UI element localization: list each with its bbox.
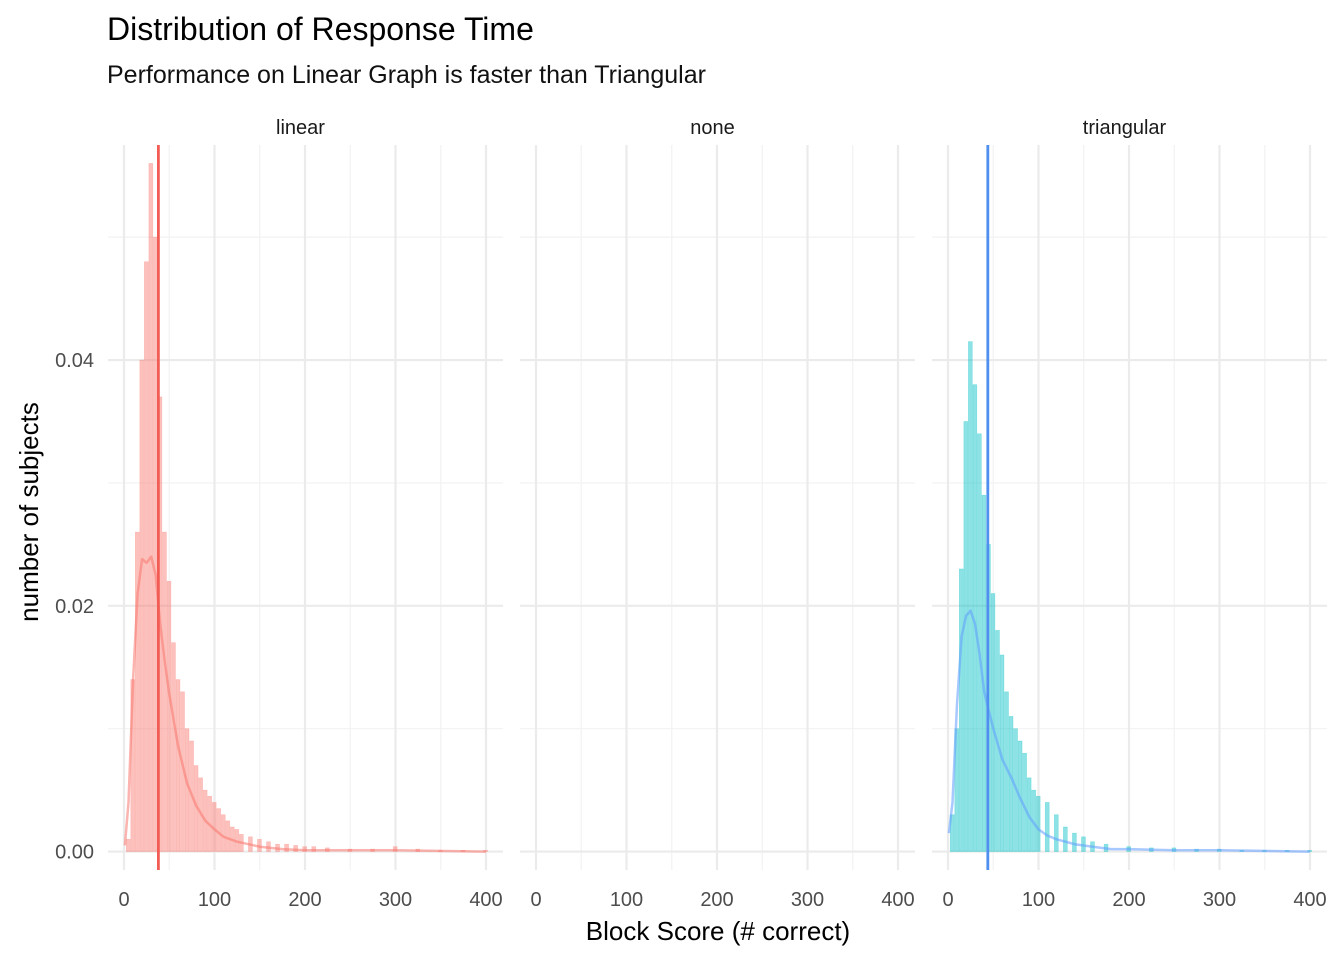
histogram-bar bbox=[963, 421, 969, 852]
histogram-bar bbox=[175, 679, 181, 852]
histogram-bar bbox=[148, 163, 154, 852]
x-tick-label: 400 bbox=[469, 889, 502, 911]
histogram-bar bbox=[125, 838, 131, 852]
facet-label-triangular: triangular bbox=[1083, 117, 1167, 139]
x-tick-label: 100 bbox=[1022, 889, 1055, 911]
x-tick-label: 200 bbox=[288, 889, 321, 911]
x-tick-label: 200 bbox=[1112, 889, 1145, 911]
histogram-bar bbox=[144, 261, 149, 852]
histogram-bar bbox=[153, 236, 158, 852]
chart-title: Distribution of Response Time bbox=[107, 11, 534, 47]
density-curve bbox=[123, 555, 487, 853]
facet-label-linear: linear bbox=[276, 117, 325, 139]
histogram-bar bbox=[166, 580, 172, 852]
y-tick-label: 0.04 bbox=[55, 350, 94, 372]
histogram-bar bbox=[284, 843, 289, 852]
histogram-bar bbox=[1063, 826, 1068, 852]
y-axis-label: number of subjects bbox=[14, 402, 44, 622]
x-tick-label: 200 bbox=[700, 889, 733, 911]
x-tick-label: 100 bbox=[610, 889, 643, 911]
x-tick-label: 100 bbox=[198, 889, 231, 911]
x-tick-label: 0 bbox=[530, 889, 541, 911]
histogram-bar bbox=[1035, 795, 1041, 852]
histogram-bar bbox=[162, 531, 167, 852]
chart-subtitle: Performance on Linear Graph is faster th… bbox=[107, 61, 706, 89]
histogram-bar bbox=[1008, 716, 1014, 852]
histogram-bar bbox=[968, 341, 973, 852]
histogram-bar bbox=[171, 642, 176, 852]
x-tick-label: 400 bbox=[881, 889, 914, 911]
histogram-bar bbox=[225, 820, 231, 852]
x-tick-label: 0 bbox=[942, 889, 953, 911]
x-tick-label: 0 bbox=[118, 889, 129, 911]
histogram-bar bbox=[135, 531, 140, 852]
histogram-bar bbox=[216, 808, 221, 852]
y-axis: 0.00 0.02 0.04 bbox=[55, 350, 94, 864]
facet-label-none: none bbox=[690, 117, 735, 139]
x-tick-label: 300 bbox=[791, 889, 824, 911]
histogram-bar bbox=[959, 568, 964, 852]
histogram-bar bbox=[139, 359, 145, 852]
x-axis-label: Block Score (# correct) bbox=[586, 916, 850, 946]
histogram-bar bbox=[1054, 814, 1059, 852]
x-tick-label: 300 bbox=[379, 889, 412, 911]
facet-panel-linear: linear 0 100 200 300 400 bbox=[108, 117, 503, 911]
histogram-bar bbox=[220, 814, 226, 852]
histogram-bar bbox=[1072, 832, 1077, 852]
histogram-bar bbox=[184, 728, 190, 852]
y-tick-label: 0.02 bbox=[55, 596, 94, 618]
x-tick-label: 300 bbox=[1203, 889, 1236, 911]
x-tick-label: 400 bbox=[1293, 889, 1326, 911]
facet-panel-none: none 0 100 200 300 400 bbox=[520, 117, 915, 911]
histogram-bar bbox=[1044, 802, 1050, 852]
y-tick-label: 0.00 bbox=[55, 842, 94, 864]
density-curve bbox=[947, 609, 1311, 853]
facet-panel-triangular: triangular 0 100 200 300 400 bbox=[932, 117, 1327, 911]
